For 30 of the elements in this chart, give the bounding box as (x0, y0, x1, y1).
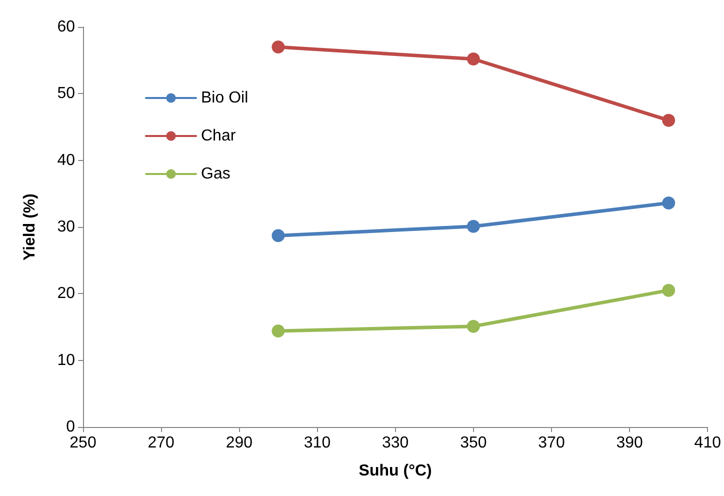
x-tick-label: 350 (460, 434, 487, 452)
x-tick-label: 290 (226, 434, 253, 452)
y-tick-label: 10 (57, 352, 76, 369)
point (662, 284, 676, 297)
y-tick-label: 0 (66, 418, 76, 436)
y-tick-label: 60 (57, 18, 76, 36)
y-axis-title: Yield (%) (22, 194, 38, 260)
x-tick-label: 250 (70, 434, 96, 452)
x-axis-title: Suhu (°C) (358, 462, 432, 480)
x-tick-label: 410 (694, 434, 722, 452)
point (662, 114, 676, 127)
x-tick-label: 390 (616, 434, 644, 452)
point (272, 229, 285, 242)
point (662, 196, 676, 210)
point (466, 320, 480, 333)
point (466, 52, 480, 66)
y-tick-label: 40 (57, 152, 76, 169)
legend-label: Char (201, 128, 236, 144)
x-tick-label: 270 (148, 434, 175, 452)
x-tick-label: 370 (538, 434, 565, 452)
x-tick-label: 310 (304, 434, 331, 452)
legend-label: Gas (201, 166, 230, 182)
point (466, 220, 480, 233)
y-tick-label: 50 (57, 85, 76, 102)
y-tick-label: 20 (57, 285, 76, 302)
legend-label: Bio Oil (201, 90, 248, 106)
y-tick-label: 30 (57, 218, 76, 236)
point (272, 40, 285, 54)
x-tick-label: 330 (382, 434, 409, 452)
point (272, 324, 285, 338)
